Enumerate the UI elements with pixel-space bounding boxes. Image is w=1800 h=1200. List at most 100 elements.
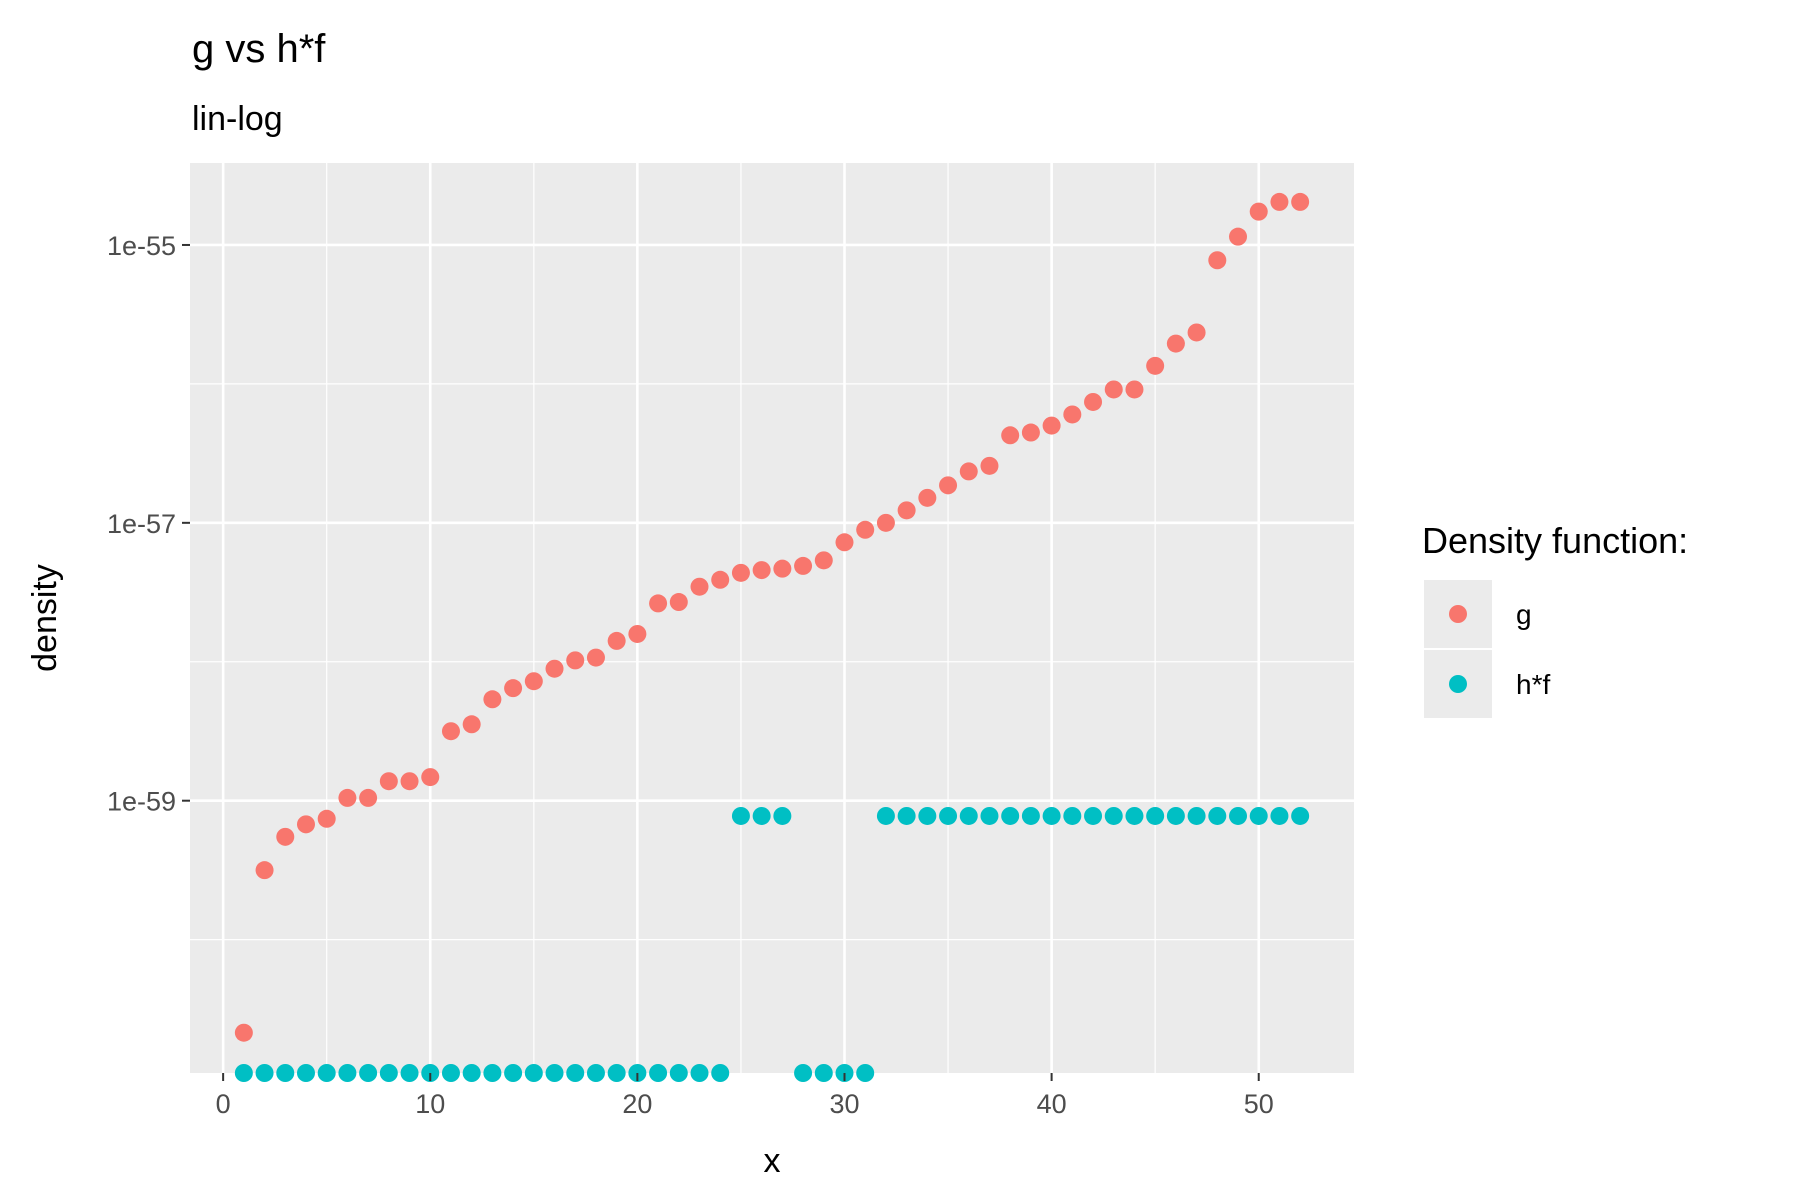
point-hf <box>1291 806 1310 825</box>
point-g <box>980 456 999 475</box>
point-g <box>296 815 315 834</box>
point-hf <box>234 1064 253 1082</box>
point-g <box>276 827 295 846</box>
point-hf <box>296 1064 315 1082</box>
point-hf <box>1084 806 1103 825</box>
point-g <box>959 462 978 481</box>
point-g <box>1229 227 1248 246</box>
point-g <box>421 768 440 787</box>
point-hf <box>566 1064 585 1082</box>
point-g <box>400 772 419 791</box>
point-g <box>897 501 916 520</box>
point-g <box>1125 380 1144 399</box>
point-g <box>876 513 895 532</box>
point-g <box>1001 426 1020 445</box>
point-hf <box>1042 806 1061 825</box>
point-g <box>1270 192 1289 211</box>
point-hf <box>1021 806 1040 825</box>
axes: 0 10 20 30 40 50 1e-55 1e-57 1e-59 <box>107 231 1274 1119</box>
point-g <box>1042 416 1061 435</box>
legend-marker-hf <box>1449 675 1467 693</box>
point-hf <box>586 1064 605 1082</box>
point-hf <box>483 1064 502 1082</box>
point-g <box>524 672 543 691</box>
point-g <box>939 476 958 495</box>
point-hf <box>504 1064 523 1082</box>
point-g <box>338 788 357 807</box>
point-hf <box>752 806 771 825</box>
point-g <box>441 722 460 741</box>
point-g <box>1021 423 1040 442</box>
point-g <box>794 556 813 575</box>
y-tick-label: 1e-59 <box>107 787 176 817</box>
point-hf <box>711 1064 730 1082</box>
x-tick-label: 50 <box>1244 1089 1274 1119</box>
point-hf <box>690 1064 709 1082</box>
point-hf <box>814 1064 833 1082</box>
x-tick-label: 30 <box>829 1089 859 1119</box>
legend: Density function: g h*f <box>1422 520 1688 718</box>
point-hf <box>794 1064 813 1082</box>
point-g <box>649 594 668 613</box>
point-g <box>607 631 626 650</box>
point-hf <box>1063 806 1082 825</box>
point-g <box>752 561 771 580</box>
chart-subtitle: lin-log <box>192 100 283 138</box>
point-g <box>586 648 605 667</box>
point-g <box>773 559 792 578</box>
y-tick-label: 1e-57 <box>107 509 176 539</box>
point-g <box>545 659 564 678</box>
point-g <box>566 651 585 670</box>
point-g <box>628 624 647 643</box>
point-hf <box>1125 806 1144 825</box>
point-hf <box>359 1064 378 1082</box>
point-hf <box>731 806 750 825</box>
point-g <box>856 520 875 539</box>
point-hf <box>1146 806 1165 825</box>
point-hf <box>379 1064 398 1082</box>
x-tick-label: 40 <box>1037 1089 1067 1119</box>
point-hf <box>1187 806 1206 825</box>
grid-lines <box>190 163 1354 1073</box>
point-g <box>1291 192 1310 211</box>
x-tick-label: 20 <box>622 1089 652 1119</box>
y-axis-title: density <box>26 564 64 672</box>
point-hf <box>441 1064 460 1082</box>
point-hf <box>918 806 937 825</box>
point-g <box>1166 334 1185 353</box>
point-hf <box>1001 806 1020 825</box>
point-g <box>1104 380 1123 399</box>
chart-title: g vs h*f <box>192 27 326 71</box>
point-hf <box>338 1064 357 1082</box>
point-hf <box>939 806 958 825</box>
point-g <box>731 563 750 582</box>
point-g <box>504 679 523 698</box>
point-hf <box>959 806 978 825</box>
point-hf <box>276 1064 295 1082</box>
point-g <box>690 577 709 596</box>
y-tick-label: 1e-55 <box>107 231 176 261</box>
point-g <box>483 690 502 709</box>
point-hf <box>897 806 916 825</box>
legend-title: Density function: <box>1422 520 1688 561</box>
point-hf <box>1208 806 1227 825</box>
point-g <box>1063 405 1082 424</box>
plot-panel <box>190 163 1354 1073</box>
point-hf <box>317 1064 336 1082</box>
point-hf <box>607 1064 626 1082</box>
x-axis-title: x <box>764 1142 781 1180</box>
point-hf <box>462 1064 481 1082</box>
point-hf <box>856 1064 875 1082</box>
point-hf <box>1249 806 1268 825</box>
point-hf <box>1104 806 1123 825</box>
legend-label-hf: h*f <box>1516 669 1550 700</box>
point-g <box>918 488 937 507</box>
point-hf <box>876 806 895 825</box>
point-g <box>1187 323 1206 342</box>
point-g <box>317 809 336 828</box>
point-g <box>711 570 730 589</box>
point-g <box>814 551 833 570</box>
point-g <box>835 533 854 552</box>
point-g <box>359 788 378 807</box>
point-g <box>462 715 481 734</box>
